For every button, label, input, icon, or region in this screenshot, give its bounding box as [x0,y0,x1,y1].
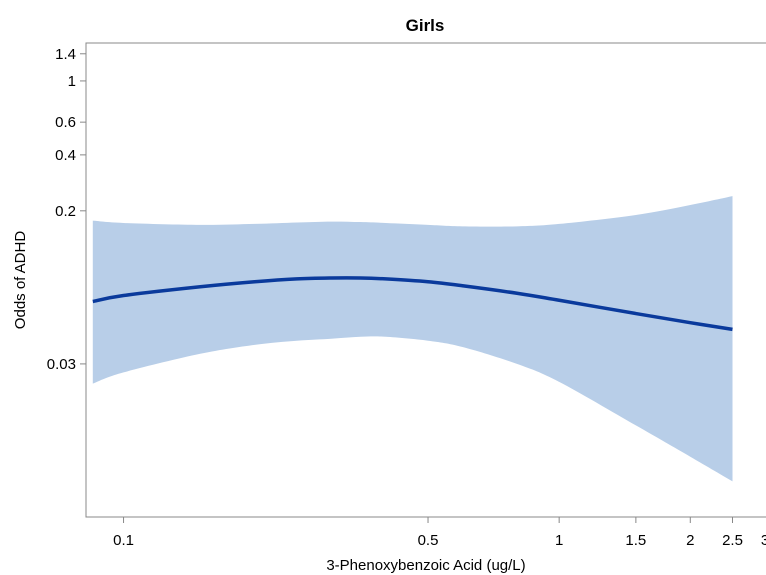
confidence-band-layer [92,196,733,482]
y-tick-label: 0.4 [55,147,76,164]
x-tick-label: 1 [555,532,563,549]
y-tick-label: 1.4 [55,46,76,63]
x-tick-label: 0.5 [418,532,439,549]
odds-ratio-line [92,276,733,332]
estimate-line-layer [92,276,733,332]
x-axis: 0.1 0.5 1 1.5 2 2.5 3 [113,517,766,549]
x-tick-label: 3 [761,532,766,549]
y-tick-label: 0.2 [55,203,76,220]
y-tick-label: 1 [68,73,76,90]
x-tick-label: 2.5 [722,532,743,549]
confidence-band [92,196,733,482]
y-tick-label: 0.03 [47,356,76,373]
y-tick-label: 0.6 [55,114,76,131]
x-axis-label: 3-Phenoxybenzoic Acid (ug/L) [326,557,525,574]
y-axis-label: Odds of ADHD [12,231,29,330]
y-axis: 0.03 0.2 0.4 0.6 1 1.4 [47,46,86,373]
x-tick-label: 2 [686,532,694,549]
plot-frame [85,42,766,518]
x-tick-label: 0.1 [113,532,134,549]
chart-title: Girls [406,16,445,35]
x-tick-label: 1.5 [625,532,646,549]
